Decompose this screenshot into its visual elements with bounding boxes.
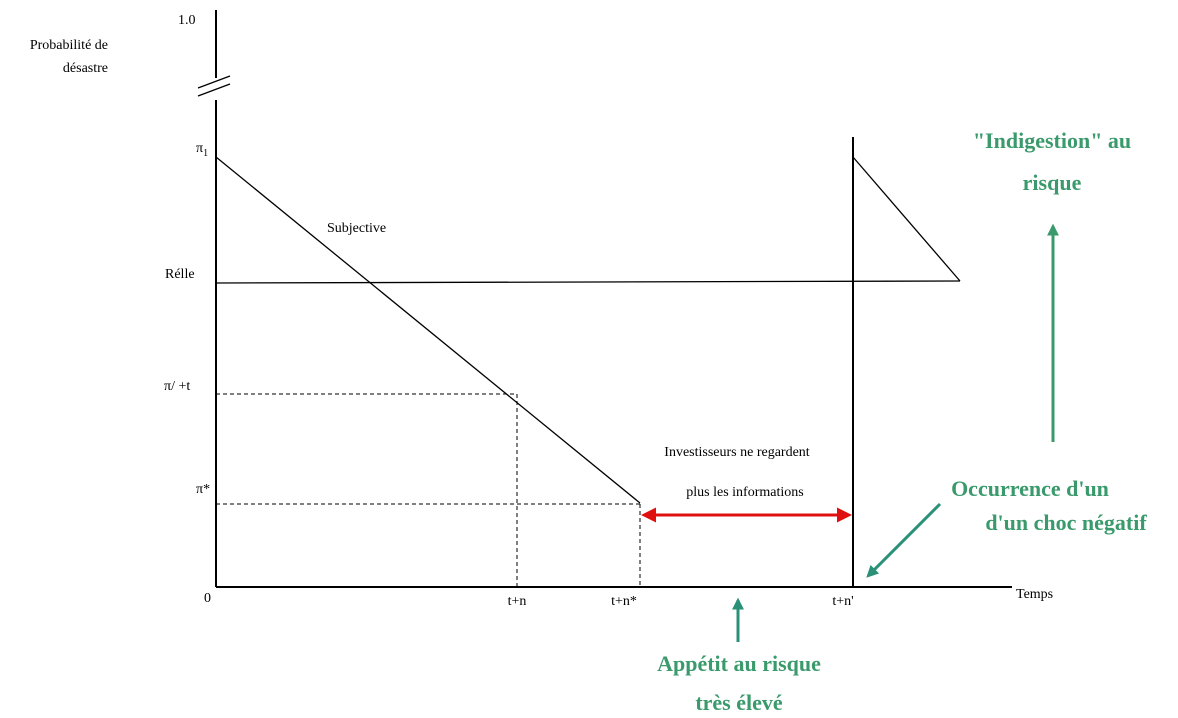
note-green: d'un choc négatif	[985, 510, 1147, 535]
pi1-symbol: π	[196, 141, 203, 156]
note-green: très élevé	[695, 690, 783, 715]
pi-star: π*	[196, 482, 210, 497]
note-green: Appétit au risque	[657, 651, 821, 676]
pi1: π1	[196, 141, 208, 159]
axes	[197, 10, 1012, 588]
pi1-sub: 1	[203, 148, 208, 159]
note-green: risque	[1023, 170, 1082, 195]
note: Investisseurs ne regardent	[664, 445, 810, 460]
note: plus les informations	[686, 485, 803, 500]
x-label: t+n	[508, 594, 527, 609]
lines	[215, 137, 961, 587]
y-title: Probabilité de	[30, 38, 108, 53]
reelle: Rélle	[165, 267, 195, 282]
y-top: 1.0	[178, 13, 196, 28]
x-label: t+n*	[611, 594, 637, 609]
origin: 0	[204, 591, 211, 606]
note-green: Occurrence d'un	[951, 476, 1109, 501]
pi-t: π/ +t	[164, 379, 190, 394]
curve-label: Subjective	[327, 221, 386, 236]
note-green: "Indigestion" au	[973, 128, 1131, 153]
y-title: désastre	[63, 61, 108, 76]
arrows	[641, 223, 1059, 642]
x-title: Temps	[1016, 587, 1053, 602]
x-label: t+n'	[832, 594, 853, 609]
labels: 1.0 Probabilité de désastre π1 Rélle π/ …	[30, 13, 1147, 715]
